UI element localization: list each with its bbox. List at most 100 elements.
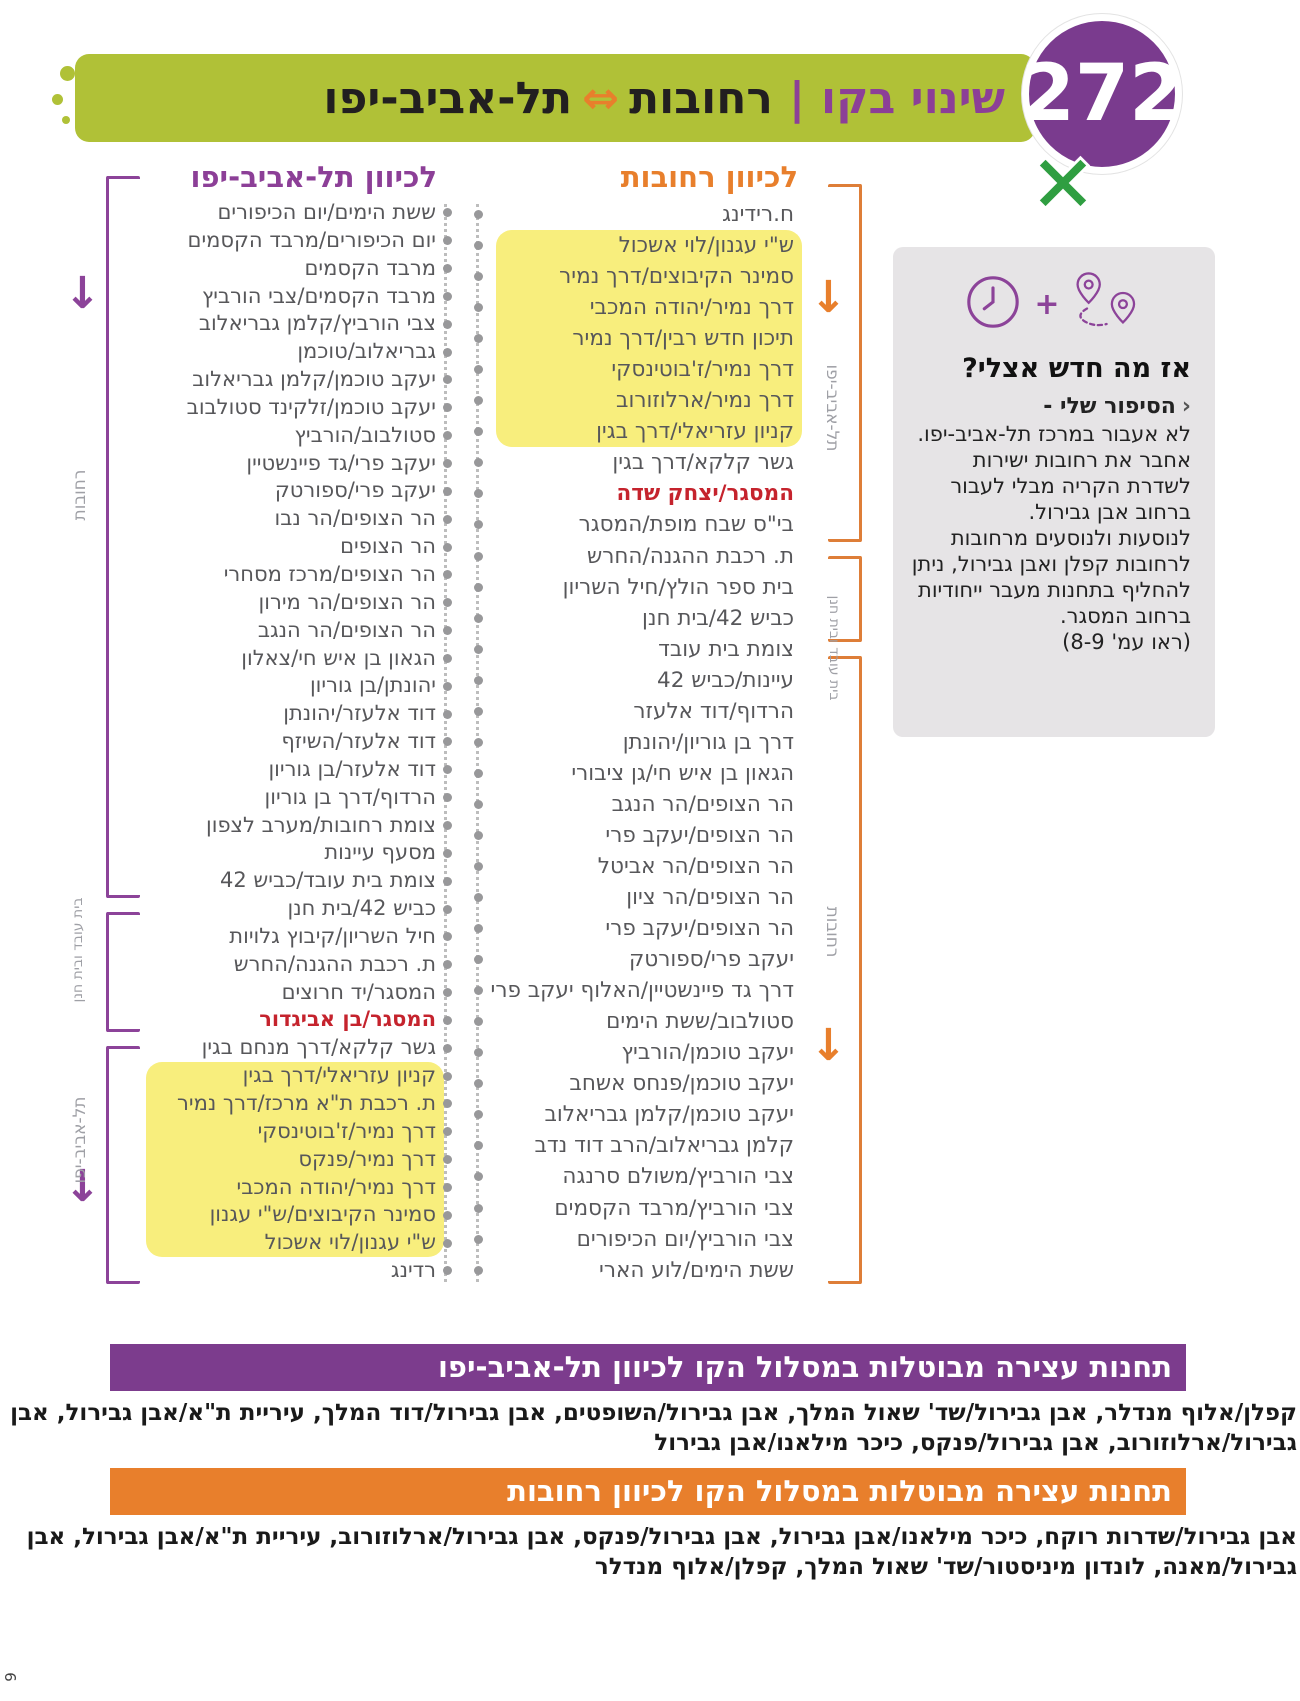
stop-row: הר הצופים/הר נבו [122, 505, 452, 533]
stop-row: רדינג [122, 1257, 452, 1285]
stop-dot [443, 486, 452, 496]
stop-dot [443, 208, 452, 218]
stop-label: יעקב טוכמן/הורביץ [621, 1040, 794, 1066]
stop-dot [474, 551, 483, 561]
stop-dot [443, 375, 452, 385]
stop-row: דרך נמיר/ארלוזורוב [468, 385, 802, 417]
cancelled-stops-telaviv: קפלן/אלוף מנדלר, אבן גבירול/שד' שאול המל… [10, 1400, 1297, 1457]
stop-row: יעקב פרי/גד פיינשטיין [122, 450, 452, 478]
stop-row: סטולבוב/ששת הימים [468, 1006, 802, 1037]
left-bracket-segment-telaviv [106, 1046, 140, 1284]
stop-dot [474, 365, 483, 375]
right-segment-label-middle: בית עובד ובית חנן [826, 595, 842, 701]
stop-row: גשר קלקא/דרך מנחם בגין [122, 1034, 452, 1062]
stop-label: הר הצופים/הר הנגב [611, 791, 794, 817]
stop-label: גבריאלוב/טוכמן [297, 339, 436, 364]
stop-row: דוד אלעזר/בן גוריון [122, 756, 452, 784]
stop-label: קניון עזריאלי/דרך בגין [146, 1062, 444, 1090]
stop-row: הר הצופים/יעקב פרי [468, 913, 802, 944]
stop-dot [443, 904, 452, 914]
stop-dot [474, 1172, 483, 1182]
stop-dot [474, 334, 483, 344]
stop-dot [474, 458, 483, 468]
stop-dot [474, 768, 483, 778]
stop-label: גשר קלקא/דרך מנחם בגין [201, 1035, 436, 1060]
stop-row: מסעף עיינות [122, 839, 452, 867]
stop-row: הר הצופים/הר מירון [122, 589, 452, 617]
stop-row: כביש 42/בית חנן [122, 895, 452, 923]
stop-dot [474, 1110, 483, 1120]
stop-dot [443, 542, 452, 552]
stop-label: יעקב פרי/גד פיינשטיין [246, 450, 436, 475]
stop-label: סמינר הקיבוצים/ש"י עגנון [146, 1201, 444, 1230]
stop-dot [443, 431, 452, 441]
stop-row: הר הצופים/מרכז מסחרי [122, 561, 452, 589]
double-arrow-icon: ⇔ [582, 72, 620, 124]
stop-row: דוד אלעזר/השיזף [122, 728, 452, 756]
stop-label: הר הצופים/יעקב פרי [605, 916, 794, 942]
stop-label: בי"ס שבח מופת/המסגר [578, 512, 794, 538]
stop-dot [474, 675, 483, 685]
stop-row: עיינות/כביש 42 [468, 665, 802, 696]
stop-label: דוד אלעזר/בן גוריון [268, 756, 436, 781]
stop-label: דוד אלעזר/יהונתן [283, 701, 436, 726]
column-header-to-rehovot: לכיוון רחובות [620, 160, 798, 194]
stop-row: צומת רחובות/מערב לצפון [122, 812, 452, 840]
stop-row: דרך נמיר/יהודה המכבי [468, 292, 802, 324]
stop-dot [474, 862, 483, 871]
stop-label: סטולבוב/ששת הימים [606, 1009, 794, 1035]
infobox-paragraph-2: לנוסעות ולנוסעים מרחובות לרחובות קפלן וא… [911, 526, 1191, 629]
stop-label: הר הצופים/הר מירון [258, 589, 436, 614]
stop-label: דרך נמיר/יהודה המכבי [496, 292, 802, 324]
stop-dot [474, 272, 483, 282]
plus-icon: + [1034, 286, 1060, 322]
stop-row: דרך בן גוריון/יהונתן [468, 727, 802, 758]
stop-dot [443, 1099, 452, 1109]
cancelled-banner-telaviv: תחנות עצירה מבוטלות במסלול הקו לכיוון תל… [110, 1344, 1186, 1391]
infobox-subheading-row: ‹הסיפור שלי - [911, 394, 1191, 419]
stop-row: צבי הורביץ/קלמן גבריאלוב [122, 310, 452, 338]
stop-row: דרך נמיר/יהודה המכבי [122, 1173, 452, 1202]
stop-row: קלמן גבריאלוב/הרב דוד נדב [468, 1130, 802, 1161]
stop-row: הר הצופים/יעקב פרי [468, 820, 802, 851]
stop-dot [443, 598, 452, 608]
infobox-icons: + [911, 271, 1191, 337]
stop-label: צבי הורביץ/קלמן גבריאלוב [198, 311, 436, 336]
stop-list-to-rehovot: ח.רידינג ש"י עגנון/לוי אשכול סמינר הקיבוצי… [468, 199, 802, 1286]
stop-label: ש"י עגנון/לוי אשכול [146, 1229, 444, 1258]
stop-row: ת. רכבת ת"א מרכז/דרך נמיר [122, 1090, 452, 1118]
stop-row: הר הצופים/הר הנגב [122, 617, 452, 645]
stop-row: בי"ס שבח מופת/המסגר [468, 509, 802, 540]
direction-arrow-orange-bottom-icon: ↓ [810, 1020, 847, 1071]
stop-row: צומת בית עובד [468, 634, 802, 665]
stop-row: דרך נמיר/ז'בוטינסקי [122, 1117, 452, 1146]
stop-row: צבי הורביץ/מרבד הקסמים [468, 1193, 802, 1224]
direction-arrow-orange-top-icon: ↓ [810, 272, 847, 323]
stop-dot [443, 1155, 452, 1165]
stop-dot [474, 893, 483, 903]
stop-label: רדינג [390, 1258, 436, 1283]
stop-label: מרבד הקסמים [304, 255, 436, 280]
stop-dot [474, 986, 483, 996]
stop-label: בית ספר הולץ/חיל השריון [562, 574, 794, 600]
stop-dot [443, 793, 452, 803]
stop-row: סמינר הקיבוצים/ש"י עגנון [122, 1201, 452, 1230]
stop-row: יעקב פרי/ספורטק [122, 477, 452, 505]
stop-row: ח.רידינג [468, 199, 802, 230]
stop-list-to-telaviv: ששת הימים/יום הכיפורים יום הכיפורים/מרבד … [122, 199, 452, 1285]
stop-dot [443, 403, 452, 413]
stop-dot [443, 459, 452, 469]
column-header-to-telaviv: לכיוון תל-אביב-יפו [190, 160, 438, 194]
right-segment-label-telaviv: תל-אביב-יפו [822, 364, 842, 452]
stop-row: הר הצופים/הר אביטל [468, 851, 802, 882]
left-segment-label-rehovot: רחובות [70, 469, 90, 521]
header-separator: | [788, 72, 806, 124]
stop-dot [443, 347, 452, 357]
stop-row: חיל השריון/קיבוץ גלויות [122, 923, 452, 951]
stop-dot [474, 1203, 483, 1213]
stop-row: הגאון בן איש חי/גן ציבורי [468, 758, 802, 789]
stop-row: סטולבוב/הורביץ [122, 422, 452, 450]
stop-dot [474, 520, 483, 530]
page-number: 9 [1, 1672, 20, 1682]
stop-dot [474, 1017, 483, 1027]
